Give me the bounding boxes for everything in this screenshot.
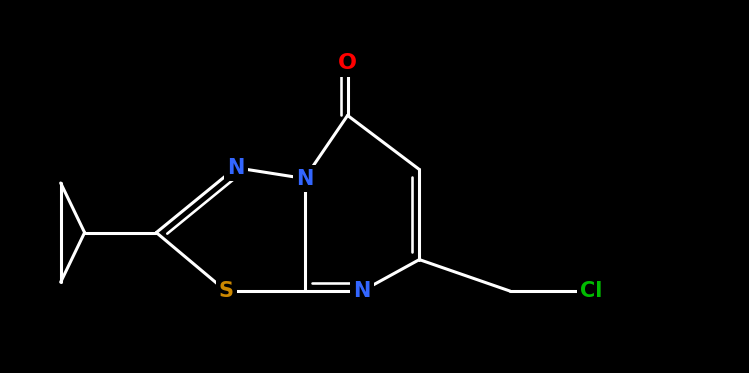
Text: N: N xyxy=(227,158,244,178)
Text: S: S xyxy=(219,281,234,301)
Text: N: N xyxy=(296,169,313,188)
Text: N: N xyxy=(354,281,371,301)
Text: Cl: Cl xyxy=(580,281,603,301)
Text: O: O xyxy=(338,53,357,73)
